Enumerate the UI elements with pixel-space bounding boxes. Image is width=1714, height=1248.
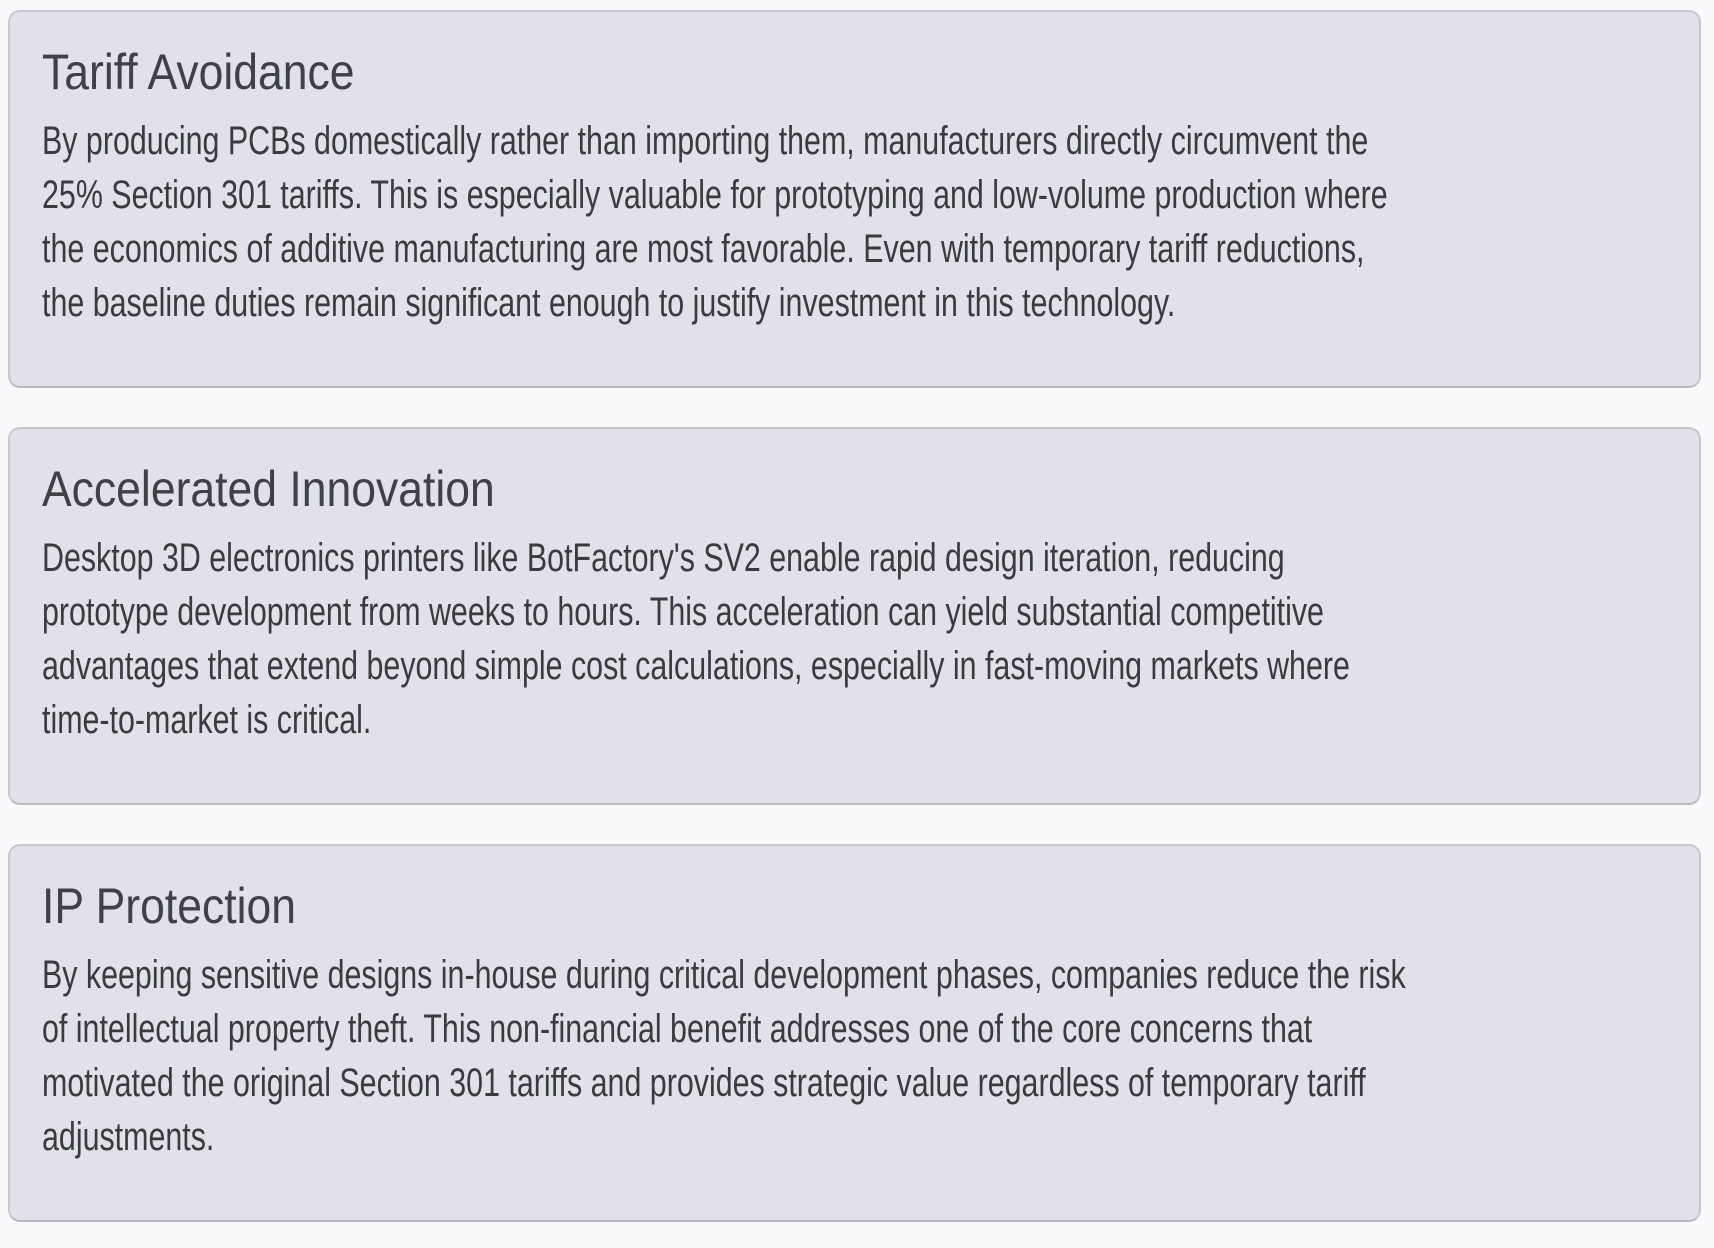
card-body-line: By producing PCBs domestically rather th… (42, 119, 1369, 163)
card-body-line: prototype development from weeks to hour… (42, 590, 1324, 634)
card-body-line: time-to-market is critical. (42, 698, 372, 742)
card-body-line: advantages that extend beyond simple cos… (42, 644, 1350, 688)
card-body-line: adjustments. (42, 1115, 215, 1159)
card-title: Tariff Avoidance (42, 44, 355, 100)
card-ip-protection: IP Protection By keeping sensitive desig… (8, 844, 1701, 1222)
card-body-line: 25% Section 301 tariffs. This is especia… (42, 173, 1388, 217)
card-body-line: the baseline duties remain significant e… (42, 281, 1176, 325)
card-accelerated-innovation: Accelerated Innovation Desktop 3D electr… (8, 427, 1701, 805)
card-body: Desktop 3D electronics printers like Bot… (42, 531, 1659, 747)
card-body: By producing PCBs domestically rather th… (42, 114, 1659, 330)
card-title: Accelerated Innovation (42, 461, 495, 517)
card-title: IP Protection (42, 878, 296, 934)
card-body: By keeping sensitive designs in-house du… (42, 948, 1659, 1164)
card-body-line: motivated the original Section 301 tarif… (42, 1061, 1366, 1105)
card-body-line: By keeping sensitive designs in-house du… (42, 953, 1406, 997)
card-body-line: the economics of additive manufacturing … (42, 227, 1365, 271)
benefits-card-list: Tariff Avoidance By producing PCBs domes… (8, 10, 1701, 1222)
card-body-line: of intellectual property theft. This non… (42, 1007, 1313, 1051)
card-tariff-avoidance: Tariff Avoidance By producing PCBs domes… (8, 10, 1701, 388)
card-body-line: Desktop 3D electronics printers like Bot… (42, 536, 1285, 580)
